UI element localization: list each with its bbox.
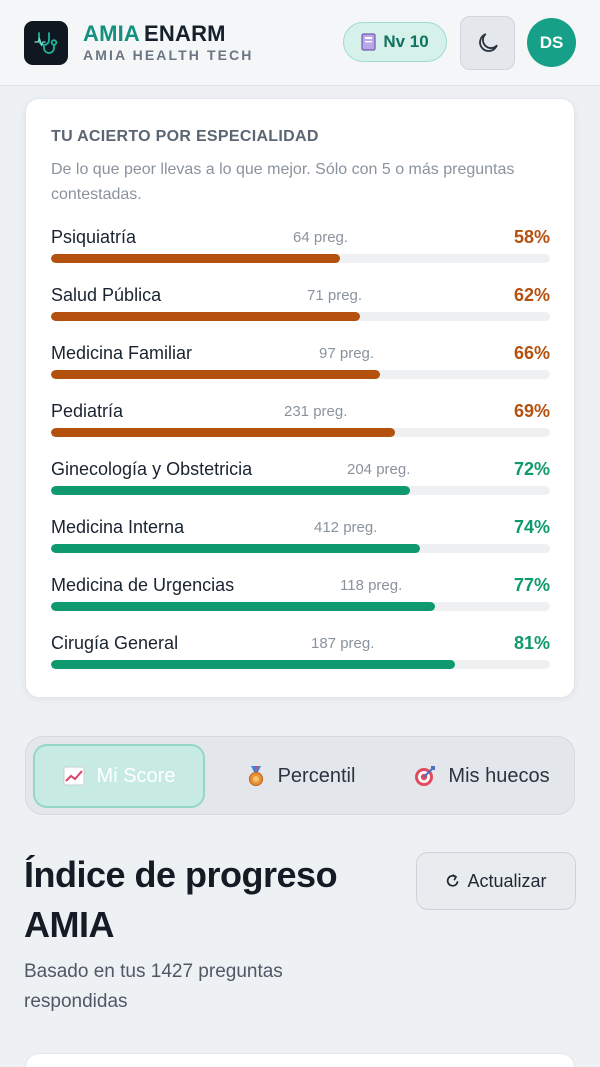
score-tabs: Mi Score Percentil Mis huecos bbox=[25, 736, 575, 815]
app-header: AMIA ENARM AMIA HEALTH TECH Nv 10 DS bbox=[0, 0, 600, 86]
question-count: 97 preg. bbox=[319, 345, 375, 362]
tab-label: Mi Score bbox=[96, 764, 176, 787]
accuracy-percent: 74% bbox=[513, 517, 550, 537]
app-logo[interactable] bbox=[24, 21, 68, 65]
question-count: 118 preg. bbox=[340, 577, 403, 594]
specialty-row: Salud Pública 71 preg. 62% bbox=[51, 285, 550, 325]
brand-title: AMIA ENARM bbox=[83, 22, 253, 46]
refresh-label: Actualizar bbox=[467, 870, 547, 891]
medal-icon bbox=[248, 766, 263, 787]
specialty-name: Medicina de Urgencias bbox=[51, 575, 235, 595]
question-count: 71 preg. bbox=[307, 287, 363, 304]
accuracy-bar-track bbox=[51, 312, 550, 321]
brand-subtitle: AMIA HEALTH TECH bbox=[83, 47, 254, 63]
moon-icon bbox=[478, 33, 498, 52]
specialty-name: Cirugía General bbox=[51, 633, 179, 653]
specialty-row: Medicina Interna 412 preg. 74% bbox=[51, 517, 550, 557]
accuracy-bar-track bbox=[51, 428, 550, 437]
accuracy-percent: 81% bbox=[513, 633, 550, 653]
specialty-accuracy-card: TU ACIERTO POR ESPECIALIDAD De lo que pe… bbox=[25, 98, 575, 698]
stethoscope-icon bbox=[34, 32, 58, 54]
chart-icon bbox=[63, 766, 85, 786]
accuracy-percent: 69% bbox=[513, 401, 550, 421]
brand-primary: AMIA bbox=[83, 21, 141, 46]
brand-secondary: ENARM bbox=[144, 21, 226, 46]
progress-card bbox=[25, 1053, 575, 1067]
specialty-row: Medicina Familiar 97 preg. 66% bbox=[51, 343, 550, 383]
specialty-row: Medicina de Urgencias 118 preg. 77% bbox=[51, 575, 550, 615]
theme-toggle-button[interactable] bbox=[460, 16, 515, 70]
accuracy-percent: 66% bbox=[513, 343, 550, 363]
tab-percentil[interactable]: Percentil bbox=[223, 744, 378, 808]
target-icon bbox=[415, 766, 436, 786]
brand: AMIA ENARM AMIA HEALTH TECH bbox=[83, 22, 254, 64]
tab-mi-score[interactable]: Mi Score bbox=[33, 744, 205, 808]
specialty-name: Pediatría bbox=[51, 401, 124, 421]
level-badge[interactable]: Nv 10 bbox=[343, 22, 447, 62]
specialty-row: Psiquiatría 64 preg. 58% bbox=[51, 227, 550, 267]
accuracy-percent: 77% bbox=[513, 575, 550, 595]
accuracy-percent: 72% bbox=[513, 459, 550, 479]
question-count: 412 preg. bbox=[314, 519, 378, 536]
accuracy-bar-track bbox=[51, 370, 550, 379]
accuracy-bar-fill bbox=[51, 428, 396, 437]
accuracy-bar-track bbox=[51, 660, 550, 669]
specialty-name: Ginecología y Obstetricia bbox=[51, 459, 253, 479]
page-title: Índice de progreso AMIA bbox=[24, 854, 338, 945]
accuracy-bar-track bbox=[51, 602, 550, 611]
accuracy-bar-fill bbox=[51, 312, 361, 321]
specialty-name: Medicina Familiar bbox=[51, 343, 193, 363]
progress-subtitle: Basado en tus 1427 preguntas respondidas bbox=[24, 961, 283, 1012]
book-icon bbox=[361, 33, 376, 51]
accuracy-percent: 58% bbox=[513, 227, 550, 247]
refresh-icon bbox=[447, 874, 459, 887]
card-title: TU ACIERTO POR ESPECIALIDAD bbox=[51, 128, 319, 145]
specialty-row: Cirugía General 187 preg. 81% bbox=[51, 633, 550, 673]
accuracy-percent: 62% bbox=[513, 285, 550, 305]
question-count: 187 preg. bbox=[311, 635, 375, 652]
accuracy-bar-fill bbox=[51, 254, 341, 263]
accuracy-bar-fill bbox=[51, 660, 456, 669]
specialty-name: Medicina Interna bbox=[51, 517, 185, 537]
accuracy-bar-track bbox=[51, 486, 550, 495]
accuracy-bar-track bbox=[51, 544, 550, 553]
question-count: 204 preg. bbox=[347, 461, 411, 478]
refresh-button[interactable]: Actualizar bbox=[416, 852, 576, 910]
accuracy-bar-track bbox=[51, 254, 550, 263]
tab-label: Mis huecos bbox=[448, 764, 550, 787]
card-description: De lo que peor llevas a lo que mejor. Só… bbox=[51, 161, 515, 203]
accuracy-bar-fill bbox=[51, 370, 381, 379]
accuracy-bar-fill bbox=[51, 486, 411, 495]
tab-label: Percentil bbox=[277, 764, 356, 787]
specialty-name: Salud Pública bbox=[51, 285, 162, 305]
specialty-row: Ginecología y Obstetricia 204 preg. 72% bbox=[51, 459, 550, 499]
question-count: 64 preg. bbox=[293, 229, 349, 246]
specialty-row: Pediatría 231 preg. 69% bbox=[51, 401, 550, 441]
accuracy-bar-fill bbox=[51, 602, 436, 611]
question-count: 231 preg. bbox=[284, 403, 348, 420]
level-label: Nv 10 bbox=[383, 32, 429, 51]
accuracy-bar-fill bbox=[51, 544, 421, 553]
specialty-name: Psiquiatría bbox=[51, 227, 137, 247]
avatar[interactable]: DS bbox=[527, 18, 576, 67]
tab-mis-huecos[interactable]: Mis huecos bbox=[396, 744, 568, 808]
